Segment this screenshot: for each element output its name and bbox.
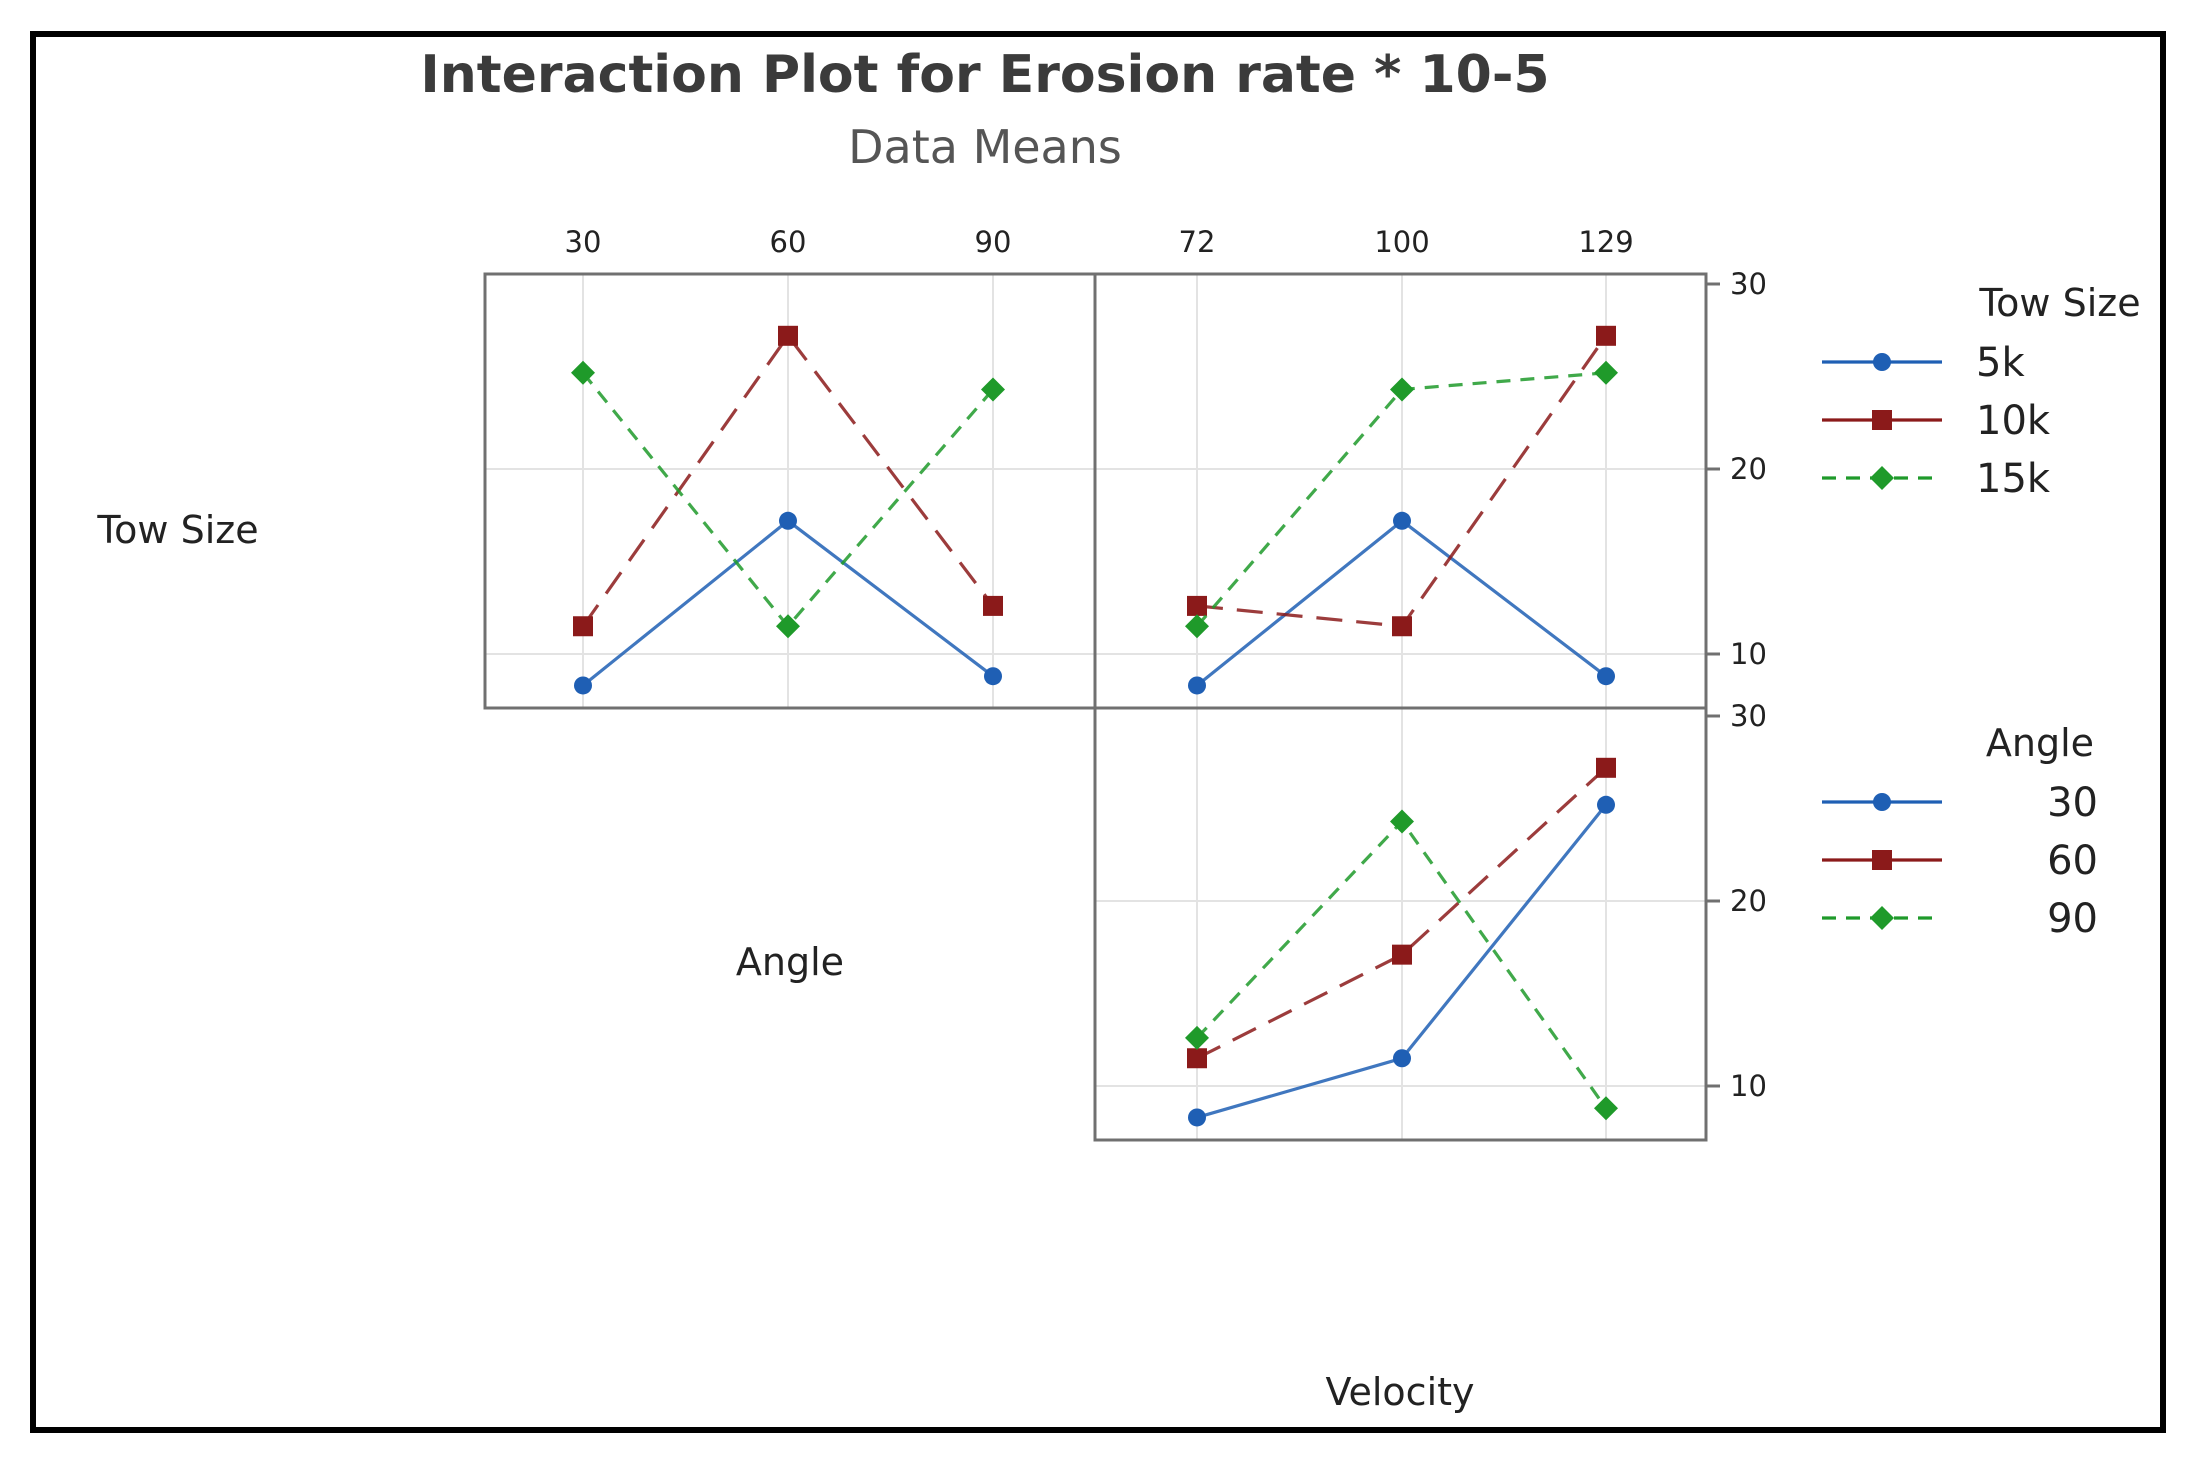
- data-point-5k-129: [1597, 667, 1615, 686]
- data-point-10k-30: [573, 616, 593, 637]
- legend-item-label: 30: [2047, 780, 2098, 826]
- legend-title: Angle: [1986, 721, 2094, 765]
- x-tick-label: 90: [975, 225, 1012, 259]
- x-axis-label-velocity: Velocity: [1325, 1370, 1474, 1414]
- legend-title: Tow Size: [1978, 281, 2140, 325]
- data-point-5k-60: [779, 511, 797, 530]
- y-tick-label: 30: [1730, 267, 1767, 301]
- legend-marker-30: [1873, 793, 1891, 811]
- data-point-30-129: [1597, 795, 1615, 814]
- x-tick-label: 60: [770, 225, 807, 259]
- legend-item-label: 90: [2047, 896, 2098, 942]
- data-point-90-72: [1185, 1025, 1209, 1050]
- data-point-10k-72: [1187, 595, 1207, 616]
- chart-title: Interaction Plot for Erosion rate * 10-5: [420, 45, 1549, 105]
- data-point-15k-30: [571, 360, 595, 385]
- data-point-10k-60: [778, 325, 798, 346]
- legend-angle: Angle 30 60 90: [1822, 721, 2098, 942]
- data-point-10k-100: [1392, 616, 1412, 637]
- legends-layer: Tow Size 5k 10k 15k Angle 30 60 90: [1822, 281, 2141, 942]
- legend-marker-90: [1870, 906, 1894, 930]
- data-point-5k-100: [1393, 511, 1411, 530]
- data-point-90-129: [1594, 1096, 1618, 1121]
- data-point-15k-90: [981, 377, 1005, 402]
- data-point-15k-129: [1594, 360, 1618, 385]
- data-point-30-72: [1188, 1108, 1206, 1127]
- legend-marker-60: [1872, 850, 1892, 870]
- x-tick-label: 100: [1374, 225, 1429, 259]
- legend-item-label: 15k: [1976, 456, 2051, 502]
- legend-item-label: 10k: [1976, 398, 2051, 444]
- figure-frame: [30, 31, 2166, 1433]
- data-point-15k-72: [1185, 614, 1209, 639]
- data-point-60-72: [1187, 1048, 1207, 1069]
- series-line-10k: [581, 333, 995, 628]
- row-label-angle: Angle: [736, 940, 844, 984]
- panel-towsize-by-angle: [483, 272, 1097, 710]
- data-point-5k-90: [984, 667, 1002, 686]
- data-point-10k-90: [983, 595, 1003, 616]
- data-point-5k-30: [574, 676, 592, 695]
- data-point-60-100: [1392, 944, 1412, 965]
- y-tick-label: 30: [1730, 699, 1767, 733]
- panel-frame: [1093, 706, 1708, 1142]
- series-line-60: [1196, 766, 1608, 1060]
- chart-subtitle: Data Means: [848, 120, 1122, 174]
- data-point-15k-100: [1390, 377, 1414, 402]
- data-point-60-129: [1596, 757, 1616, 778]
- legend-item-label: 60: [2047, 838, 2098, 884]
- y-tick-label: 20: [1730, 452, 1767, 486]
- y-tick-label: 20: [1730, 884, 1767, 918]
- x-tick-label: 129: [1578, 225, 1633, 259]
- data-point-10k-129: [1596, 325, 1616, 346]
- data-point-30-100: [1393, 1049, 1411, 1068]
- legend-tow-size: Tow Size 5k 10k 15k: [1822, 281, 2141, 502]
- data-point-5k-72: [1188, 676, 1206, 695]
- y-tick-label: 10: [1730, 637, 1767, 671]
- y-tick-label: 10: [1730, 1069, 1767, 1103]
- legend-marker-15k: [1870, 466, 1894, 490]
- x-tick-label: 30: [565, 225, 602, 259]
- data-point-15k-60: [776, 614, 800, 639]
- row-label-tow-size: Tow Size: [96, 508, 258, 552]
- panel-angle-by-velocity: [1093, 706, 1708, 1142]
- x-tick-label: 72: [1179, 225, 1216, 259]
- data-point-90-100: [1390, 809, 1414, 834]
- legend-marker-10k: [1872, 410, 1892, 430]
- legend-marker-5k: [1873, 353, 1891, 371]
- panels-layer: 30 60 90 72 100 129 10 20 30 10 20 30: [483, 225, 1767, 1142]
- panel-towsize-by-velocity: [1093, 272, 1708, 710]
- legend-item-label: 5k: [1976, 340, 2025, 386]
